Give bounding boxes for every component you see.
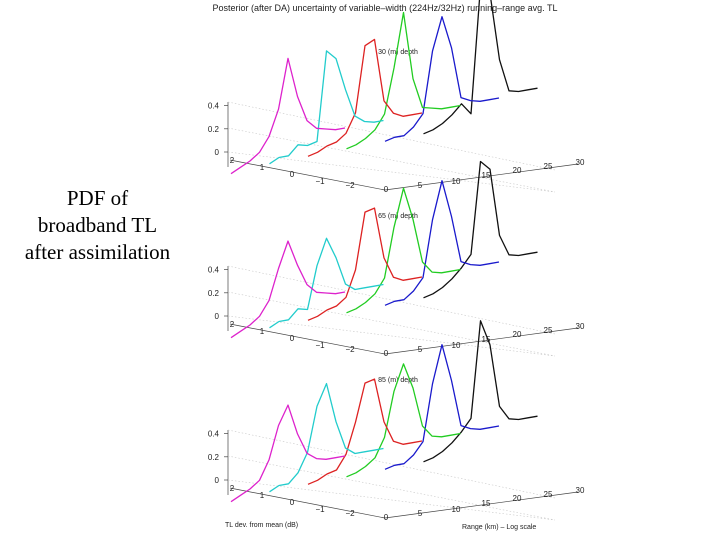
range-tick-label: 20 [513,494,522,503]
range-tick-label: 10 [452,341,461,350]
range-tick-label: 5 [418,509,423,518]
tl-tick-label: −1 [315,177,325,186]
series-line-1 [230,57,346,175]
series-line-6 [423,0,538,135]
range-tick-label: 30 [576,486,585,495]
tl-tick-label: 0 [290,334,295,343]
tl-tick-label: −2 [345,509,355,518]
range-tick-label: 5 [418,181,423,190]
range-axis-label: Range (km) – Log scale [462,524,537,531]
panel-subtitle: 65 (m) depth [378,213,418,220]
range-tick-label: 30 [576,322,585,331]
series-line-5 [384,16,500,142]
tl-axis-line [229,487,386,519]
y-tick-label: 0 [215,148,220,157]
slide-caption: PDF of broadband TL after assimilation [24,186,171,264]
tl-tick-label: −2 [345,181,355,190]
series-line-3 [307,38,423,157]
range-tick-label: 15 [482,335,491,344]
range-tick-label: 15 [482,171,491,180]
tl-tick-label: 1 [260,327,265,336]
y-tick-label: 0.2 [208,289,220,298]
y-tick-label: 0 [215,312,220,321]
range-tick-label: 10 [452,177,461,186]
series-line-6 [423,160,538,299]
series-line-4 [346,363,461,478]
series-line-5 [384,344,500,470]
series-line-2 [269,50,384,165]
tl-tick-label: −1 [315,505,325,514]
tl-tick-label: −2 [345,345,355,354]
range-axis-line [384,491,579,519]
range-tick-label: 30 [576,158,585,167]
grid-line [227,291,556,357]
y-tick-label: 0.4 [208,102,220,111]
tl-tick-label: 2 [230,156,235,165]
tl-tick-label: 2 [230,484,235,493]
range-tick-label: 25 [544,490,553,499]
y-tick-label: 0.2 [208,125,220,134]
range-tick-label: 0 [384,349,389,358]
range-tick-label: 20 [513,330,522,339]
series-line-1 [230,240,346,339]
y-tick-label: 0.4 [208,430,220,439]
grid-line [227,455,556,521]
range-tick-label: 0 [384,513,389,522]
series-line-4 [346,187,461,314]
tl-tick-label: 0 [290,170,295,179]
grid-line [227,265,556,335]
series-line-1 [230,404,346,503]
tl-axis-line [229,159,386,191]
panel-subtitle: 30 (m) depth [378,49,418,56]
range-tick-label: 0 [384,185,389,194]
range-tick-label: 15 [482,499,491,508]
tl-tick-label: −1 [315,341,325,350]
series-line-3 [307,378,423,485]
range-tick-label: 20 [513,166,522,175]
range-axis-line [384,327,579,355]
y-tick-label: 0 [215,476,220,485]
series-line-5 [384,180,500,306]
series-line-6 [423,320,538,463]
y-tick-label: 0.2 [208,453,220,462]
tl-tick-label: 2 [230,320,235,329]
tl-tick-label: 0 [290,498,295,507]
grid-line [227,315,556,357]
range-axis-line [384,163,579,191]
range-tick-label: 5 [418,345,423,354]
range-tick-label: 25 [544,162,553,171]
grid-line [227,127,556,193]
range-tick-label: 10 [452,505,461,514]
series-line-2 [269,237,384,329]
grid-line [227,429,556,499]
grid-line [227,151,556,193]
grid-line [227,479,556,521]
y-tick-label: 0.4 [208,266,220,275]
tl-tick-label: 1 [260,163,265,172]
series-line-2 [269,382,384,493]
series-line-3 [307,207,423,321]
range-tick-label: 25 [544,326,553,335]
x-axis-label: TL dev. from mean (dB) [225,522,299,529]
series-line-4 [346,11,461,150]
figure-title: Posterior (after DA) uncertainty of vari… [212,3,558,13]
tl-tick-label: 1 [260,491,265,500]
tl-axis-line [229,323,386,355]
